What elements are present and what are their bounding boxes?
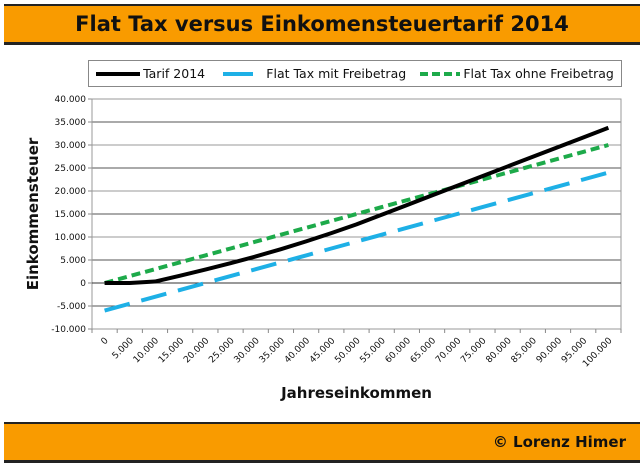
y-tick-label: 15.000 xyxy=(55,210,87,220)
y-axis-title: Einkommensteuer xyxy=(24,137,42,290)
series-line-flat-tax-ohne-freibetrag xyxy=(104,143,609,285)
x-tick-label: 20.000 xyxy=(182,336,212,366)
x-tick-label: 90.000 xyxy=(535,336,565,366)
y-tick-label: 10.000 xyxy=(55,233,87,243)
legend: Tarif 2014 Flat Tax mit Freibetrag Flat … xyxy=(88,60,622,87)
x-tick-label: 0 xyxy=(100,336,111,347)
x-tick-label: 50.000 xyxy=(333,336,363,366)
x-tick-label: 80.000 xyxy=(484,336,514,366)
legend-item-mit: Flat Tax mit Freibetrag xyxy=(219,66,406,81)
y-tick-label: 25.000 xyxy=(55,164,87,174)
legend-label: Flat Tax mit Freibetrag xyxy=(266,66,407,81)
x-tick-label: 55.000 xyxy=(358,336,388,366)
copyright-banner: © Lorenz Himer xyxy=(4,422,640,463)
x-tick-label: 40.000 xyxy=(283,336,313,366)
chart-title-banner: Flat Tax versus Einkomensteuertarif 2014 xyxy=(4,4,640,45)
x-tick-label: 15.000 xyxy=(157,336,187,366)
y-tick-label: 35.000 xyxy=(55,118,87,128)
legend-item-tarif: Tarif 2014 xyxy=(96,66,205,81)
x-tick-label: 25.000 xyxy=(207,336,237,366)
legend-item-ohne: Flat Tax ohne Freibetrag xyxy=(420,66,614,81)
x-tick-label: 45.000 xyxy=(308,336,338,366)
x-tick-label: 85.000 xyxy=(510,336,540,366)
legend-swatch-mit xyxy=(223,71,254,76)
x-axis-title: Jahreseinkommen xyxy=(280,384,432,402)
legend-label: Flat Tax ohne Freibetrag xyxy=(463,66,614,81)
legend-swatch-ohne xyxy=(420,71,461,76)
legend-label: Tarif 2014 xyxy=(143,66,206,81)
y-tick-label: 5.000 xyxy=(60,256,86,266)
plot-border xyxy=(91,98,622,330)
y-tick-label: 40.000 xyxy=(55,95,87,105)
series-line-flat-tax-mit-freibetrag xyxy=(104,170,609,313)
y-tick-label: 20.000 xyxy=(55,187,87,197)
y-tick-label: 0 xyxy=(80,279,86,289)
x-tick-label: 35.000 xyxy=(258,336,288,366)
x-tick-label: 65.000 xyxy=(409,336,439,366)
x-tick-label: 60.000 xyxy=(384,336,414,366)
x-tick-label: 30.000 xyxy=(233,336,263,366)
x-tick-label: 70.000 xyxy=(434,336,464,366)
x-tick-label: 75.000 xyxy=(459,336,489,366)
y-tick-label: -5.000 xyxy=(57,302,86,312)
legend-swatch-tarif xyxy=(96,71,141,76)
x-tick-label: 10.000 xyxy=(132,336,162,366)
y-tick-label: -10.000 xyxy=(51,325,86,335)
y-tick-label: 30.000 xyxy=(55,141,87,151)
